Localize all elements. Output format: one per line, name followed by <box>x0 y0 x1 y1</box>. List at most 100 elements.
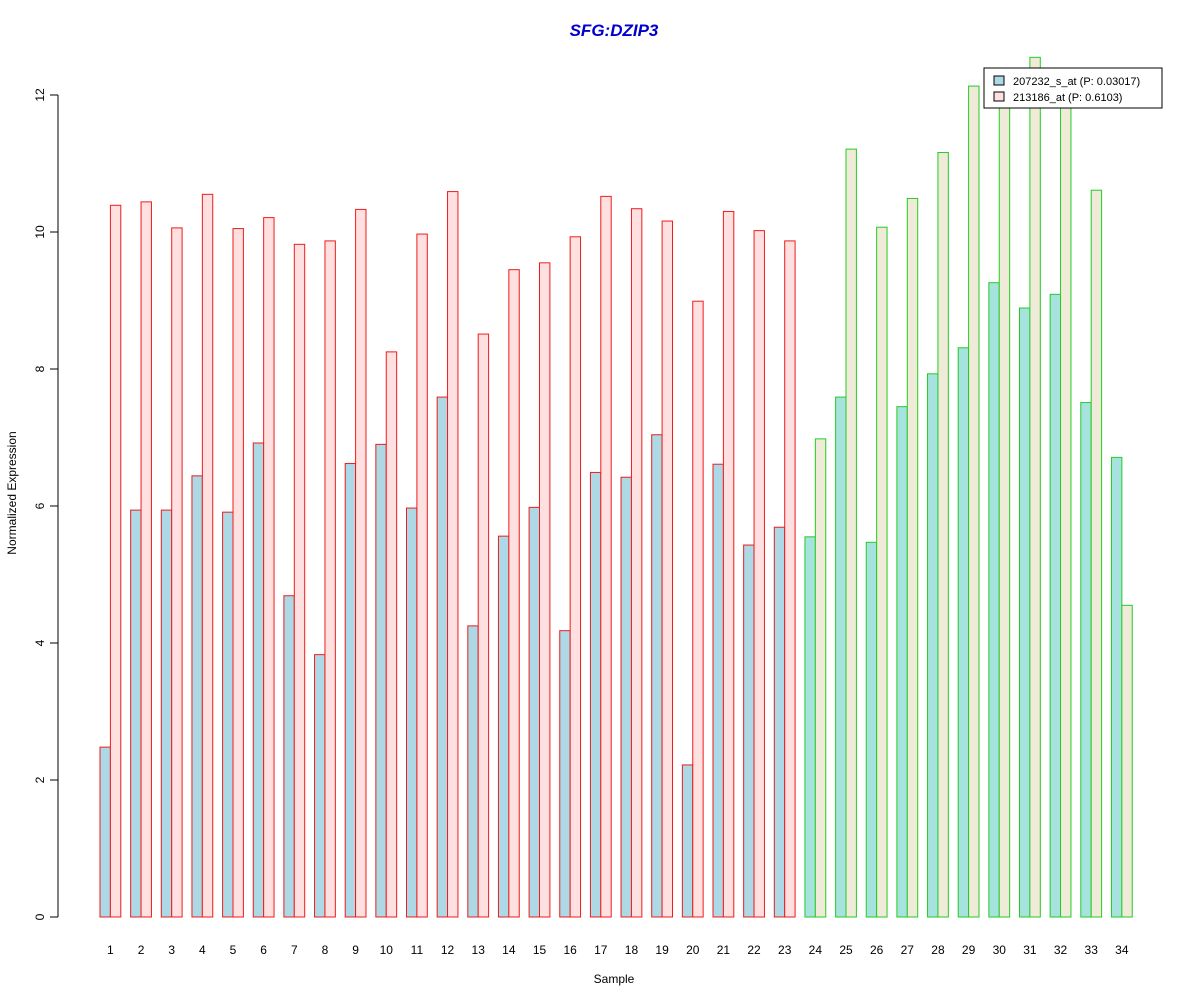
bar-series-2-sample-30 <box>998 93 1011 918</box>
bar-series-2-sample-17 <box>600 195 612 918</box>
x-tick-label: 21 <box>717 943 731 957</box>
bar-series-1-sample-9 <box>344 463 357 918</box>
bar-series-1-sample-21 <box>712 463 724 918</box>
bar-series-2-sample-2 <box>140 201 152 918</box>
x-tick-label: 12 <box>441 943 455 957</box>
bar-series-1-sample-32 <box>1049 293 1062 918</box>
bar-series-1-sample-33 <box>1080 402 1092 918</box>
bar-series-2-sample-25 <box>845 148 857 918</box>
bar-series-2-sample-22 <box>753 230 765 918</box>
bar-series-1-sample-29 <box>957 347 970 918</box>
bar-series-2-sample-23 <box>784 240 796 918</box>
x-tick-label: 18 <box>625 943 639 957</box>
x-tick-label: 7 <box>291 943 298 957</box>
y-tick-label: 10 <box>33 225 47 239</box>
bar-series-1-sample-11 <box>406 507 418 918</box>
bar-series-1-sample-3 <box>160 509 173 918</box>
bar-series-1-sample-22 <box>743 544 755 918</box>
bar-series-1-sample-4 <box>191 475 203 918</box>
x-tick-label: 5 <box>230 943 237 957</box>
x-tick-label: 6 <box>260 943 267 957</box>
bar-series-1-sample-23 <box>773 526 786 918</box>
x-tick-label: 13 <box>472 943 486 957</box>
y-tick-label: 12 <box>33 88 47 102</box>
bar-series-1-sample-7 <box>283 595 295 918</box>
x-tick-label: 26 <box>870 943 884 957</box>
y-tick-label: 4 <box>33 639 47 646</box>
bar-series-2-sample-12 <box>447 191 459 918</box>
legend-box <box>983 67 1163 109</box>
bar-series-1-sample-34 <box>1110 456 1123 918</box>
x-tick-label: 31 <box>1023 943 1037 957</box>
x-tick-label: 25 <box>839 943 853 957</box>
x-tick-label: 8 <box>322 943 329 957</box>
x-tick-label: 3 <box>168 943 175 957</box>
bar-series-1-sample-8 <box>314 654 326 918</box>
bar-series-2-sample-7 <box>293 243 306 918</box>
legend: 207232_s_at (P: 0.03017) 213186_at (P: 0… <box>983 67 1163 109</box>
bar-series-2-sample-13 <box>477 333 490 918</box>
bar-series-2-sample-16 <box>569 236 582 918</box>
legend-label-series-1: 207232_s_at (P: 0.03017) <box>1013 76 1140 88</box>
x-tick-label: 19 <box>655 943 669 957</box>
bar-series-2-sample-8 <box>324 240 336 918</box>
bar-series-1-sample-12 <box>436 396 449 918</box>
bar-series-2-sample-34 <box>1121 604 1133 918</box>
bar-series-2-sample-14 <box>508 269 520 918</box>
x-tick-label: 4 <box>199 943 206 957</box>
bar-series-2-sample-33 <box>1090 189 1103 918</box>
bar-series-1-sample-14 <box>497 535 510 918</box>
bar-series-1-sample-28 <box>927 373 939 918</box>
x-tick-label: 20 <box>686 943 700 957</box>
x-tick-label: 28 <box>931 943 945 957</box>
x-tick-label: 11 <box>411 943 424 957</box>
bar-series-1-sample-27 <box>896 406 908 918</box>
x-tick-label: 9 <box>352 943 359 957</box>
x-tick-label: 14 <box>502 943 516 957</box>
y-tick-label: 2 <box>33 776 47 783</box>
bar-series-2-sample-26 <box>876 226 888 918</box>
legend-swatch-series-1 <box>993 75 1005 86</box>
x-tick-label: 1 <box>107 943 114 957</box>
x-tick-label: 15 <box>533 943 547 957</box>
x-tick-label: 2 <box>138 943 145 957</box>
x-tick-label: 34 <box>1115 943 1129 957</box>
bar-series-2-sample-11 <box>416 233 428 918</box>
bar-series-1-sample-5 <box>222 511 234 918</box>
x-tick-label: 27 <box>901 943 915 957</box>
x-axis-label: Sample <box>594 972 635 986</box>
bar-series-1-sample-17 <box>589 471 602 918</box>
x-tick-label: 30 <box>993 943 1007 957</box>
bar-series-1-sample-18 <box>620 476 632 918</box>
x-tick-label: 29 <box>962 943 976 957</box>
bar-series-2-sample-19 <box>661 220 673 918</box>
x-tick-label: 33 <box>1085 943 1099 957</box>
bar-series-1-sample-16 <box>559 630 571 918</box>
bar-series-1-sample-20 <box>681 764 694 918</box>
bar-series-1-sample-25 <box>835 396 847 918</box>
bar-series-1-sample-31 <box>1019 307 1031 918</box>
bar-series-1-sample-19 <box>651 434 663 918</box>
legend-label-series-2: 213186_at (P: 0.6103) <box>1013 92 1122 104</box>
bar-series-2-sample-27 <box>906 197 919 918</box>
x-tick-label: 24 <box>809 943 823 957</box>
bar-series-2-sample-5 <box>232 228 244 918</box>
x-tick-label: 23 <box>778 943 792 957</box>
x-tick-label: 32 <box>1054 943 1068 957</box>
legend-swatch-series-2 <box>993 91 1005 102</box>
bar-series-2-sample-28 <box>937 152 949 918</box>
chart-title: SFG:DZIP3 <box>570 21 659 40</box>
y-axis: 0 2 4 6 8 10 12 <box>33 88 59 920</box>
bar-series-1-sample-2 <box>130 509 142 918</box>
bar-series-2-sample-9 <box>355 208 367 918</box>
bar-series-2-sample-32 <box>1060 93 1072 918</box>
bar-series-1-sample-24 <box>804 536 816 918</box>
bar-series-1-sample-30 <box>988 282 1000 918</box>
x-tick-label: 10 <box>380 943 394 957</box>
bar-series-2-sample-3 <box>171 227 183 918</box>
bar-series-2-sample-10 <box>385 351 398 918</box>
y-tick-label: 6 <box>33 502 47 509</box>
bar-series-2-sample-20 <box>692 300 704 918</box>
bar-series-1-sample-10 <box>375 443 387 918</box>
